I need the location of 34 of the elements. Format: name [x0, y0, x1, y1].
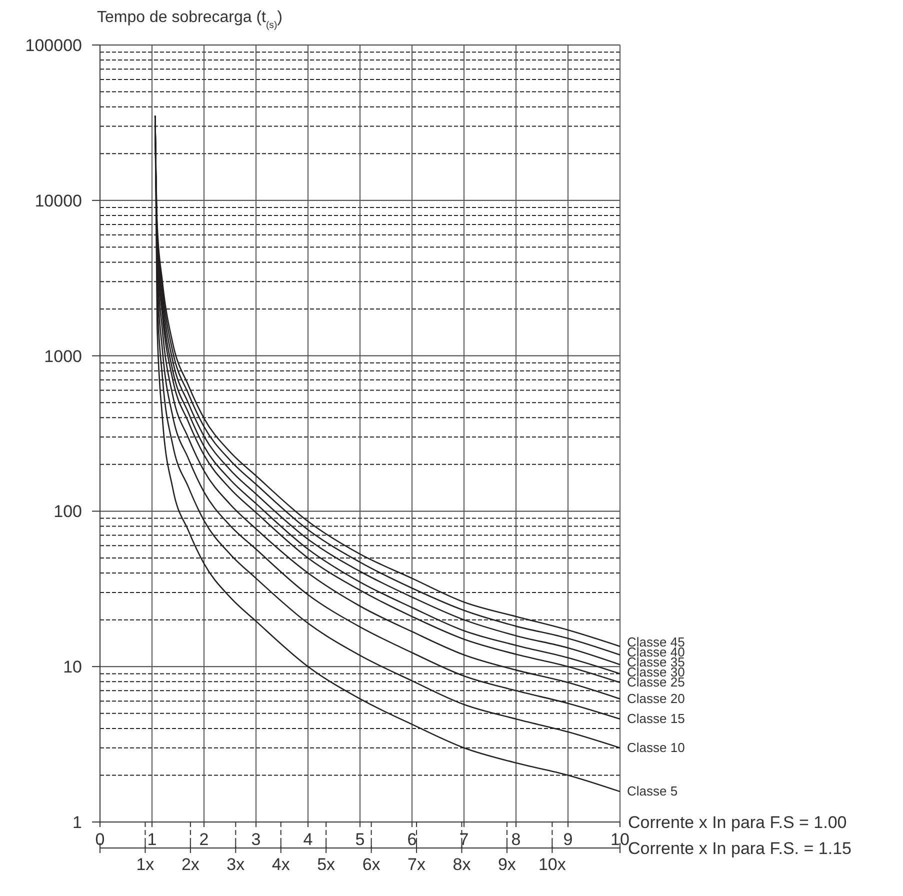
x2-tick-label: 7x: [408, 855, 426, 874]
series-label: Classe 15: [627, 711, 685, 726]
y-axis-title: Tempo de sobrecarga (t$_{(s)}$): [97, 9, 282, 30]
x2-axis-title: Corrente x In para F.S. = 1.15: [628, 839, 852, 858]
y-tick-label: 10: [63, 658, 82, 677]
y-tick-label: 100: [54, 502, 82, 522]
y-tick-label: 100000: [25, 36, 82, 55]
x-tick-label: 10: [610, 830, 630, 849]
x2-tick-label: 4x: [272, 855, 290, 874]
x-tick-label: 1: [147, 830, 157, 849]
x2-tick-label: 2x: [181, 855, 200, 874]
x-tick-label: 7: [459, 830, 469, 849]
x-tick-label: 2: [199, 830, 209, 849]
x-axis-title: Corrente x In para F.S = 1.00: [628, 813, 847, 832]
x2-tick-label: 10x: [538, 855, 566, 874]
y-tick-label: 1000: [44, 346, 82, 366]
x2-tick-label: 5x: [317, 855, 336, 874]
x-tick-label: 8: [511, 830, 521, 849]
x-tick-label: 5: [355, 830, 365, 849]
x-tick-label: 0: [95, 830, 105, 849]
y-tick-label: 1: [72, 813, 82, 832]
series-label: Classe 5: [627, 784, 678, 799]
series-label: Classe 10: [627, 740, 685, 755]
series-label: Classe 20: [627, 690, 685, 706]
x2-tick-label: 6x: [362, 855, 381, 874]
x-tick-label: 9: [563, 830, 573, 849]
x-tick-label: 3: [251, 830, 261, 849]
y-tick-label: 10000: [34, 191, 82, 210]
x2-tick-label: 8x: [452, 855, 472, 874]
x-tick-label: 6: [407, 830, 417, 849]
x2-tick-label: 1x: [136, 855, 155, 874]
x2-tick-label: 3x: [226, 855, 246, 874]
x-tick-label: 4: [303, 830, 313, 849]
x2-tick-label: 9x: [498, 855, 516, 874]
